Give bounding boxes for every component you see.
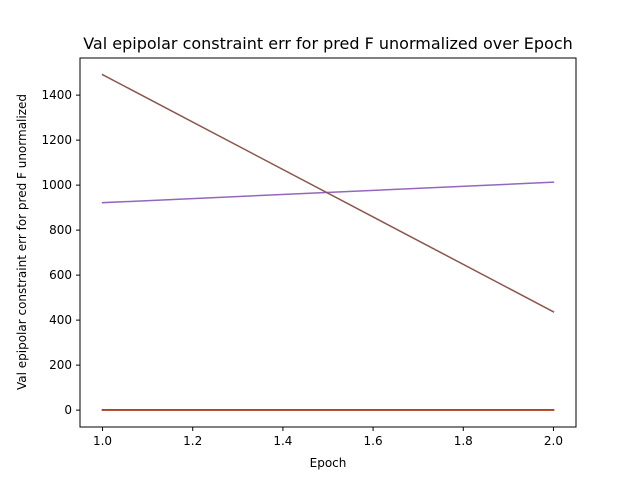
x-tick-label: 1.8 xyxy=(454,434,473,448)
series-layer xyxy=(101,73,555,411)
chart-title: Val epipolar constraint err for pred F u… xyxy=(83,34,573,53)
x-axis-label: Epoch xyxy=(310,456,347,470)
y-tick-label: 1400 xyxy=(41,88,72,102)
y-tick-label: 400 xyxy=(49,313,72,327)
x-tick-label: 1.6 xyxy=(364,434,383,448)
plot-area-frame xyxy=(79,57,577,428)
x-tick-label: 1.2 xyxy=(183,434,202,448)
y-tick-label: 800 xyxy=(49,223,72,237)
x-tick-label: 1.4 xyxy=(273,434,292,448)
y-axis-label: Val epipolar constraint err for pred F u… xyxy=(15,94,29,390)
x-tick-label: 1.0 xyxy=(93,434,112,448)
series-line-6 xyxy=(101,73,555,313)
y-tick-label: 600 xyxy=(49,268,72,282)
y-tick-label: 1000 xyxy=(41,178,72,192)
y-tick-label: 1200 xyxy=(41,133,72,147)
y-tick-label: 200 xyxy=(49,358,72,372)
y-tick-label: 0 xyxy=(64,403,72,417)
x-tick-label: 2.0 xyxy=(544,434,563,448)
ticks-layer: 1.0 1.2 1.4 1.6 1.8 2.0 0 200 400 600 800 1000 1200 1… xyxy=(41,88,563,448)
